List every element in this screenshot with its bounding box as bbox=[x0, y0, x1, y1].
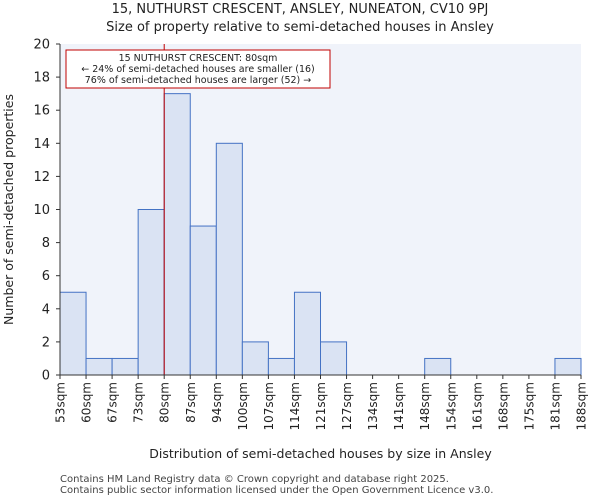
annotation-box: 15 NUTHURST CRESCENT: 80sqm ← 24% of sem… bbox=[65, 49, 331, 89]
y-tick-label: 10 bbox=[33, 203, 50, 218]
y-tick-label: 6 bbox=[42, 269, 50, 284]
bar-80sqm bbox=[163, 93, 191, 376]
x-tick-label: 141sqm bbox=[392, 382, 406, 430]
y-tick-label: 20 bbox=[33, 38, 50, 53]
x-tick-label: 73sqm bbox=[132, 382, 146, 423]
bar-87sqm bbox=[189, 225, 217, 376]
y-tick-label: 18 bbox=[33, 71, 50, 86]
x-tick-label: 154sqm bbox=[444, 382, 458, 430]
y-tick-label: 8 bbox=[42, 236, 50, 251]
chart-subtitle: Size of property relative to semi-detach… bbox=[106, 20, 494, 35]
y-tick-label: 12 bbox=[33, 170, 50, 185]
annotation-line-1: 15 NUTHURST CRESCENT: 80sqm bbox=[119, 53, 278, 64]
annotation-border bbox=[65, 49, 331, 89]
y-axis: 0 2 4 6 8 10 12 14 16 18 20 bbox=[33, 38, 61, 384]
y-tick-label: 2 bbox=[42, 335, 50, 350]
x-tick-label: 60sqm bbox=[80, 382, 94, 423]
x-tick-label: 134sqm bbox=[366, 382, 380, 430]
y-tick-label: 16 bbox=[33, 104, 50, 119]
x-tick-label: 175sqm bbox=[522, 382, 536, 430]
x-tick-label: 148sqm bbox=[418, 382, 432, 430]
x-tick-label: 80sqm bbox=[158, 382, 172, 423]
x-tick-label: 188sqm bbox=[575, 382, 589, 430]
footer-line-2: Contains public sector information licen… bbox=[60, 485, 494, 496]
bar-114sqm bbox=[293, 291, 322, 376]
x-tick-label: 67sqm bbox=[106, 382, 120, 423]
x-axis-label: Distribution of semi-detached houses by … bbox=[149, 446, 492, 461]
bar-181sqm bbox=[554, 357, 582, 376]
bar-100sqm bbox=[241, 341, 269, 376]
bar-60sqm bbox=[85, 357, 113, 376]
bar-148sqm bbox=[424, 357, 452, 376]
y-tick-label: 4 bbox=[42, 302, 50, 317]
bar-121sqm bbox=[320, 341, 348, 376]
footer-line-1: Contains HM Land Registry data © Crown c… bbox=[60, 474, 449, 485]
x-tick-label: 161sqm bbox=[470, 382, 484, 430]
y-tick-label: 0 bbox=[42, 369, 50, 384]
annotation-line-3: 76% of semi-detached houses are larger (… bbox=[85, 75, 312, 86]
bar-94sqm bbox=[215, 142, 243, 376]
y-axis-label: Number of semi-detached properties bbox=[1, 94, 16, 325]
y-tick-label: 14 bbox=[33, 137, 50, 152]
x-tick-label: 114sqm bbox=[288, 382, 302, 430]
bar-group bbox=[59, 93, 582, 376]
bar-73sqm bbox=[137, 209, 165, 376]
x-tick-label: 100sqm bbox=[236, 382, 250, 430]
chart-title: 15, NUTHURST CRESCENT, ANSLEY, NUNEATON,… bbox=[111, 2, 489, 17]
x-tick-label: 94sqm bbox=[210, 382, 224, 423]
x-tick-label: 168sqm bbox=[496, 382, 510, 430]
x-tick-label: 181sqm bbox=[548, 382, 562, 430]
x-tick-label: 121sqm bbox=[314, 382, 328, 430]
bar-107sqm bbox=[267, 357, 295, 376]
bar-67sqm bbox=[111, 357, 139, 376]
annotation-line-2: ← 24% of semi-detached houses are smalle… bbox=[81, 64, 315, 75]
x-tick-label: 127sqm bbox=[340, 382, 354, 430]
x-axis: 53sqm 60sqm 67sqm 73sqm 80sqm 87sqm 94sqm 100sq… bbox=[54, 374, 589, 430]
x-tick-label: 107sqm bbox=[262, 382, 276, 430]
chart: 0 2 4 6 8 10 12 14 16 18 20 53sqm 60sqm 67sqm 73sqm 80… bbox=[1, 38, 589, 462]
x-tick-label: 87sqm bbox=[184, 382, 198, 423]
bar-53sqm bbox=[59, 291, 87, 376]
x-tick-label: 53sqm bbox=[54, 382, 68, 423]
